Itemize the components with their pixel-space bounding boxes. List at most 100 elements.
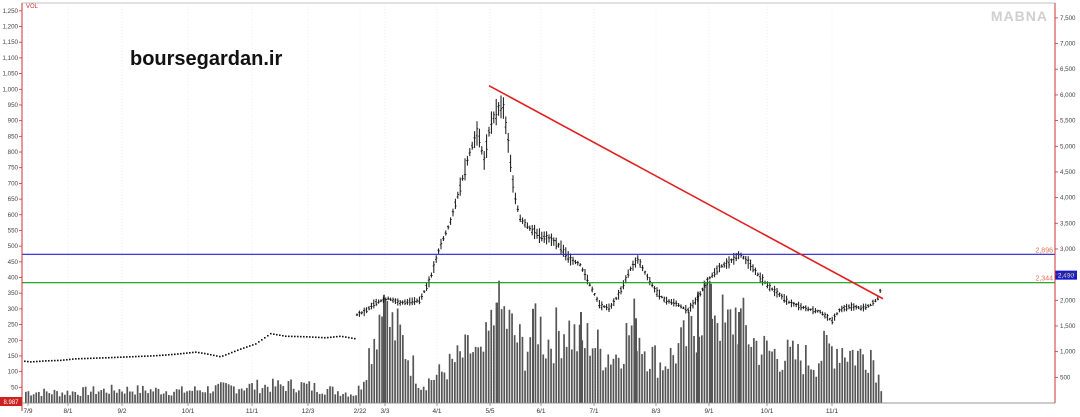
price-dot [27,360,29,363]
overlay-lines: 2,896 2,344 2,490 [22,84,1077,300]
volume-bar [240,388,243,403]
volume-bar [464,334,467,403]
volume-bar [378,314,381,403]
price-dot [330,336,332,339]
volume-bar [199,390,201,403]
volume-bar [706,283,708,403]
volume-bar [524,370,526,403]
volume-bar [454,362,456,403]
volume-bar [103,388,105,403]
volume-bar [58,396,61,403]
volume-bar [859,348,862,403]
volume-bar [84,386,87,403]
volume-bar [108,393,110,403]
left-tick-label: 250 [8,322,19,329]
volume-bar [152,391,155,403]
x-tick-label: 8/3 [651,408,660,415]
volume-bar [753,338,755,403]
volume-bar [615,354,617,403]
volume-bar [438,364,441,403]
volume-bar [259,393,261,403]
vol-axis-label: VOL [26,4,39,10]
x-tick-label: 7/1 [589,408,598,415]
volume-bar [404,359,407,403]
volume-bar [298,390,300,403]
price-dot [57,359,59,362]
volume-bar [480,346,482,403]
volume-bar [376,349,378,403]
price-dot [153,355,155,357]
volume-bar [160,394,162,403]
volume-bar [755,340,758,403]
price-dot [144,355,146,358]
price-dot [258,341,260,343]
volume-bar [594,348,597,403]
volume-bar [672,355,675,403]
price-dot [132,355,134,358]
volume-bar [214,385,217,403]
right-tick-label: 4,500 [1060,169,1076,176]
volume-bar [82,387,84,403]
volume-bar [344,392,347,403]
volume-bar [576,351,578,403]
volume-bar [875,382,877,403]
volume-bar [266,386,269,403]
right-tick-label: 3,500 [1060,220,1076,227]
left-tick-label: 950 [8,102,19,109]
volume-bar [386,300,389,403]
left-tick-label: 200 [8,337,19,344]
volume-bar [550,348,552,403]
volume-bar [867,372,870,403]
price-dot [117,356,119,359]
price-dot [213,354,215,357]
volume-bar [580,312,582,403]
volume-bar [719,340,721,403]
volume-bar [277,380,279,403]
volume-bar [799,360,802,403]
right-tick-label: 5,000 [1060,143,1076,150]
volume-bar [191,390,194,403]
price-dot [39,360,41,363]
volume-bar [435,374,438,403]
price-dot [105,357,107,359]
volume-bar [287,381,290,403]
volume-bar [285,391,287,403]
price-dot [345,336,347,338]
volume-bar [433,379,435,403]
price-dot [324,336,326,339]
price-dot [189,351,191,354]
volume-bar [513,335,516,403]
volume-bar [667,368,669,403]
x-tick-label: 9/2 [117,408,126,415]
x-tick-label: 12/3 [302,408,315,415]
volume-bar [243,390,246,403]
right-tick-label: 5,500 [1060,118,1076,125]
volume-bar [69,395,71,403]
volume-bar [212,391,214,403]
volume-bar [818,363,820,403]
volume-bar [337,391,339,403]
volume-bar [485,322,487,403]
volume-bar [399,324,402,403]
volume-bar [97,391,100,403]
volume-bar [698,336,701,403]
price-dot [315,336,317,339]
price-dot [66,358,68,361]
volume-bar [633,298,636,403]
volume-bar [555,307,558,403]
price-dot [267,334,269,337]
volume-bar [872,360,875,403]
volume-bar [178,389,181,403]
volume-bar [854,365,857,403]
price-dot [81,357,83,360]
volume-bar [227,384,230,403]
volume-bar [846,361,849,403]
volume-bar [35,392,38,403]
volume-bar [300,382,303,403]
price-dot [42,360,44,362]
volume-bar [269,391,272,403]
volume-bar [175,389,178,403]
price-dot [288,335,290,338]
volume-bar [246,387,248,403]
price-dot [240,348,242,350]
